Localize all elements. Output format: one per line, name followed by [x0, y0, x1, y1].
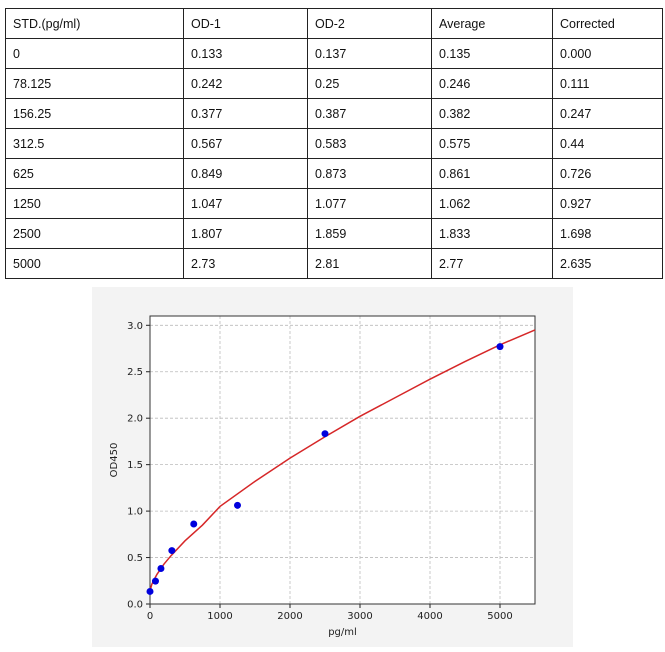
data-point [157, 565, 165, 573]
data-point [321, 430, 329, 438]
table-cell: 0.137 [307, 38, 432, 69]
axes-frame [149, 315, 536, 605]
standard-curve-chart: 0 1000 2000 3000 4000 5000 0.0 0.5 1.0 1.5 2.0 2.5 3… [109, 315, 536, 638]
table-cell: 2.635 [552, 248, 663, 279]
table-cell: 0.135 [431, 38, 553, 69]
data-point [146, 587, 154, 595]
table-cell: 0 [5, 38, 184, 69]
data-point [168, 547, 176, 555]
table-cell: 0.567 [183, 128, 308, 159]
header-cell: Corrected [552, 8, 663, 39]
table-cell: 5000 [5, 248, 184, 279]
x-tick-label: 5000 [487, 611, 512, 622]
table-cell: 0.111 [552, 68, 663, 99]
x-axis-label: pg/ml [328, 627, 357, 638]
header-cell: Average [431, 8, 553, 39]
data-point [496, 343, 504, 351]
table-cell: 0.44 [552, 128, 663, 159]
y-tick-label: 0.5 [127, 553, 143, 564]
table-cell: 1.859 [307, 218, 432, 249]
table-row: 78.125 0.242 0.25 0.246 0.111 [5, 68, 663, 99]
header-cell: STD.(pg/ml) [5, 8, 184, 39]
table-cell: 0.242 [183, 68, 308, 99]
data-point [151, 577, 159, 585]
table-row: 0 0.133 0.137 0.135 0.000 [5, 38, 663, 69]
data-point [190, 520, 198, 528]
table-cell: 2.81 [307, 248, 432, 279]
table-row: 312.5 0.567 0.583 0.575 0.44 [5, 128, 663, 159]
y-axis-label: OD450 [109, 443, 120, 478]
table-row: 2500 1.807 1.859 1.833 1.698 [5, 218, 663, 249]
x-tick-label: 1000 [207, 611, 232, 622]
x-tick-label: 3000 [347, 611, 372, 622]
header-cell: OD-2 [307, 8, 432, 39]
table-cell: 0.873 [307, 158, 432, 189]
x-tick-label: 4000 [417, 611, 442, 622]
table-cell: 2.73 [183, 248, 308, 279]
table-row: 156.25 0.377 0.387 0.382 0.247 [5, 98, 663, 129]
table-cell: 1250 [5, 188, 184, 219]
table-cell: 0.133 [183, 38, 308, 69]
table-row: 625 0.849 0.873 0.861 0.726 [5, 158, 663, 189]
table-cell: 78.125 [5, 68, 184, 99]
plot-area [150, 316, 535, 604]
table-cell: 0.000 [552, 38, 663, 69]
x-tick-label: 0 [147, 611, 153, 622]
table-cell: 0.861 [431, 158, 553, 189]
table-cell: 1.077 [307, 188, 432, 219]
table-cell: 0.583 [307, 128, 432, 159]
table-cell: 0.575 [431, 128, 553, 159]
table-row: 5000 2.73 2.81 2.77 2.635 [5, 248, 663, 279]
table-cell: 1.833 [431, 218, 553, 249]
table-cell: 0.246 [431, 68, 553, 99]
y-tick-label: 3.0 [127, 321, 143, 332]
table-cell: 2500 [5, 218, 184, 249]
y-tick-label: 2.5 [127, 367, 143, 378]
table-cell: 0.387 [307, 98, 432, 129]
y-tick-label: 0.0 [127, 600, 143, 611]
table-row: 1250 1.047 1.077 1.062 0.927 [5, 188, 663, 219]
table-cell: 2.77 [431, 248, 553, 279]
data-point [234, 501, 241, 509]
y-tick-label: 1.0 [127, 507, 143, 518]
chart-panel: 0 1000 2000 3000 4000 5000 0.0 0.5 1.0 1.5 2.0 2.5 3… [92, 287, 573, 647]
header-cell: OD-1 [183, 8, 308, 39]
table-cell: 1.807 [183, 218, 308, 249]
table-cell: 1.062 [431, 188, 553, 219]
table-cell: 0.382 [431, 98, 553, 129]
y-tick-label: 2.0 [127, 414, 143, 425]
fit-curve [149, 329, 536, 592]
table-cell: 0.247 [552, 98, 663, 129]
table-cell: 0.849 [183, 158, 308, 189]
table-cell: 1.047 [183, 188, 308, 219]
table-cell: 156.25 [5, 98, 184, 129]
table-cell: 0.377 [183, 98, 308, 129]
standard-table: STD.(pg/ml) OD-1 OD-2 Average Corrected 0 0.13… [5, 8, 663, 279]
table-cell: 0.927 [552, 188, 663, 219]
table-cell: 1.698 [552, 218, 663, 249]
table-cell: 312.5 [5, 128, 184, 159]
y-tick-label: 1.5 [127, 460, 143, 471]
table-cell: 625 [5, 158, 184, 189]
table-cell: 0.726 [552, 158, 663, 189]
header-row: STD.(pg/ml) OD-1 OD-2 Average Corrected [5, 8, 663, 39]
x-tick-label: 2000 [277, 611, 302, 622]
table-cell: 0.25 [307, 68, 432, 99]
